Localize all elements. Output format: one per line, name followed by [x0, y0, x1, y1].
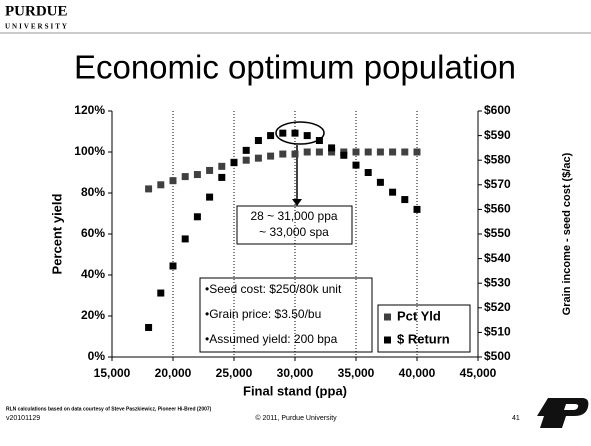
- note: •Assumed yield: 200 bpa: [205, 332, 338, 346]
- y-tick-label: 120%: [74, 103, 105, 117]
- y-axis-title: Percent yield: [49, 193, 64, 274]
- y-tick-label: 80%: [81, 185, 105, 199]
- notes-box: [199, 277, 373, 353]
- point: [401, 148, 409, 156]
- point: [303, 148, 311, 156]
- point: [315, 137, 323, 145]
- x-tick-label: 15,000: [94, 366, 131, 380]
- logo: PURDUE: [5, 3, 68, 19]
- point: [389, 148, 397, 156]
- copyright: © 2011, Purdue University: [255, 414, 337, 422]
- y-tick-label: 40%: [81, 267, 105, 281]
- x-tick-label: 20,000: [155, 366, 192, 380]
- x-axis-title: Final stand (ppa): [243, 383, 347, 398]
- point: [242, 156, 250, 164]
- y2-tick-label: $550: [484, 226, 511, 240]
- y2-tick-label: $510: [484, 325, 511, 339]
- point: [389, 188, 397, 196]
- point: [206, 193, 214, 201]
- point: [315, 148, 323, 156]
- point: [230, 159, 238, 167]
- legend-swatch: [384, 336, 391, 344]
- y2-tick-label: $500: [484, 349, 511, 363]
- y2-tick-label: $600: [484, 103, 511, 117]
- legend-swatch: [384, 313, 391, 321]
- point: [279, 150, 287, 158]
- legend-box: [377, 304, 471, 353]
- legend-label: $ Return: [397, 331, 450, 346]
- point: [193, 171, 201, 179]
- point: [291, 150, 299, 158]
- p-logo-hole: [564, 404, 579, 410]
- point: [291, 129, 299, 137]
- point: [413, 205, 421, 213]
- version: v20101129: [6, 415, 40, 422]
- x-tick-label: 45,000: [460, 366, 497, 380]
- point: [242, 146, 250, 154]
- logo-sub: UNIVERSITY: [5, 23, 69, 31]
- x-tick-label: 35,000: [338, 366, 375, 380]
- annotation: 28 ~ 31,000 ppa: [250, 209, 337, 223]
- point: [206, 166, 214, 174]
- source: RLN calculations based on data courtesy …: [6, 406, 212, 412]
- y2-tick-label: $540: [484, 251, 511, 265]
- point: [157, 289, 165, 297]
- point: [401, 196, 409, 204]
- legend-label: Pct Yld: [397, 308, 441, 323]
- point: [145, 323, 153, 331]
- point: [169, 177, 177, 185]
- x-tick-label: 25,000: [216, 366, 253, 380]
- x-tick-label: 30,000: [277, 366, 314, 380]
- y2-tick-label: $560: [484, 202, 511, 216]
- point: [303, 132, 311, 140]
- y-tick-label: 100%: [74, 144, 105, 158]
- point: [413, 148, 421, 156]
- point: [181, 235, 189, 243]
- point: [376, 148, 384, 156]
- point: [279, 129, 287, 137]
- peak-ellipse: [275, 121, 325, 145]
- point: [254, 154, 262, 162]
- annotation: ~ 33,000 spa: [259, 225, 329, 239]
- point: [340, 151, 348, 159]
- arrow-head: [292, 199, 302, 206]
- point: [169, 262, 177, 270]
- y2-tick-label: $580: [484, 152, 511, 166]
- point: [254, 137, 262, 145]
- note: •Seed cost: $250/80k unit: [205, 282, 342, 296]
- point: [218, 173, 226, 181]
- point: [181, 173, 189, 181]
- point: [157, 181, 165, 189]
- y-tick-label: 20%: [81, 308, 105, 322]
- y-tick-label: 0%: [88, 349, 106, 363]
- point: [352, 148, 360, 156]
- note: •Grain price: $3.50/bu: [205, 307, 321, 321]
- x-tick-label: 40,000: [399, 366, 436, 380]
- point: [376, 178, 384, 186]
- y2-tick-label: $590: [484, 128, 511, 142]
- point: [364, 148, 372, 156]
- page-number: 41: [512, 415, 520, 422]
- y2-tick-label: $530: [484, 275, 511, 289]
- y2-tick-label: $520: [484, 300, 511, 314]
- point: [267, 132, 275, 140]
- y-tick-label: 60%: [81, 226, 105, 240]
- point: [267, 152, 275, 160]
- point: [328, 144, 336, 152]
- point: [193, 213, 201, 221]
- y2-tick-label: $570: [484, 177, 511, 191]
- point: [364, 169, 372, 176]
- point: [352, 161, 360, 169]
- point: [328, 148, 336, 156]
- slide-title: Economic optimum population: [74, 49, 516, 86]
- y2-axis-title: Grain income - seed cost ($/ac): [561, 152, 573, 315]
- point: [218, 162, 226, 170]
- point: [145, 185, 153, 193]
